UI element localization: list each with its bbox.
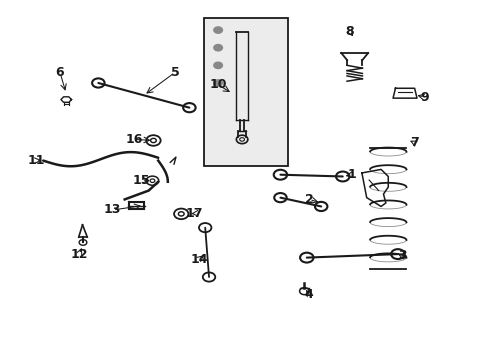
Text: 6: 6 (56, 66, 64, 79)
Text: 9: 9 (419, 91, 427, 104)
Text: 7: 7 (409, 136, 418, 149)
Circle shape (213, 45, 222, 51)
Text: 11: 11 (27, 154, 45, 167)
Text: 10: 10 (209, 78, 226, 91)
Text: 12: 12 (70, 248, 88, 261)
Text: 16: 16 (125, 133, 142, 146)
Text: 8: 8 (345, 25, 353, 38)
Text: 15: 15 (132, 174, 150, 186)
Text: 17: 17 (185, 207, 203, 220)
Circle shape (213, 80, 222, 86)
Text: 14: 14 (190, 253, 207, 266)
Text: 3: 3 (398, 249, 406, 262)
Bar (203, 18, 287, 166)
Text: 1: 1 (347, 168, 356, 181)
Text: 5: 5 (170, 66, 179, 79)
Circle shape (213, 62, 222, 68)
Text: 13: 13 (104, 203, 121, 216)
Circle shape (213, 27, 222, 33)
Text: 2: 2 (304, 193, 313, 206)
Text: 4: 4 (304, 288, 313, 301)
